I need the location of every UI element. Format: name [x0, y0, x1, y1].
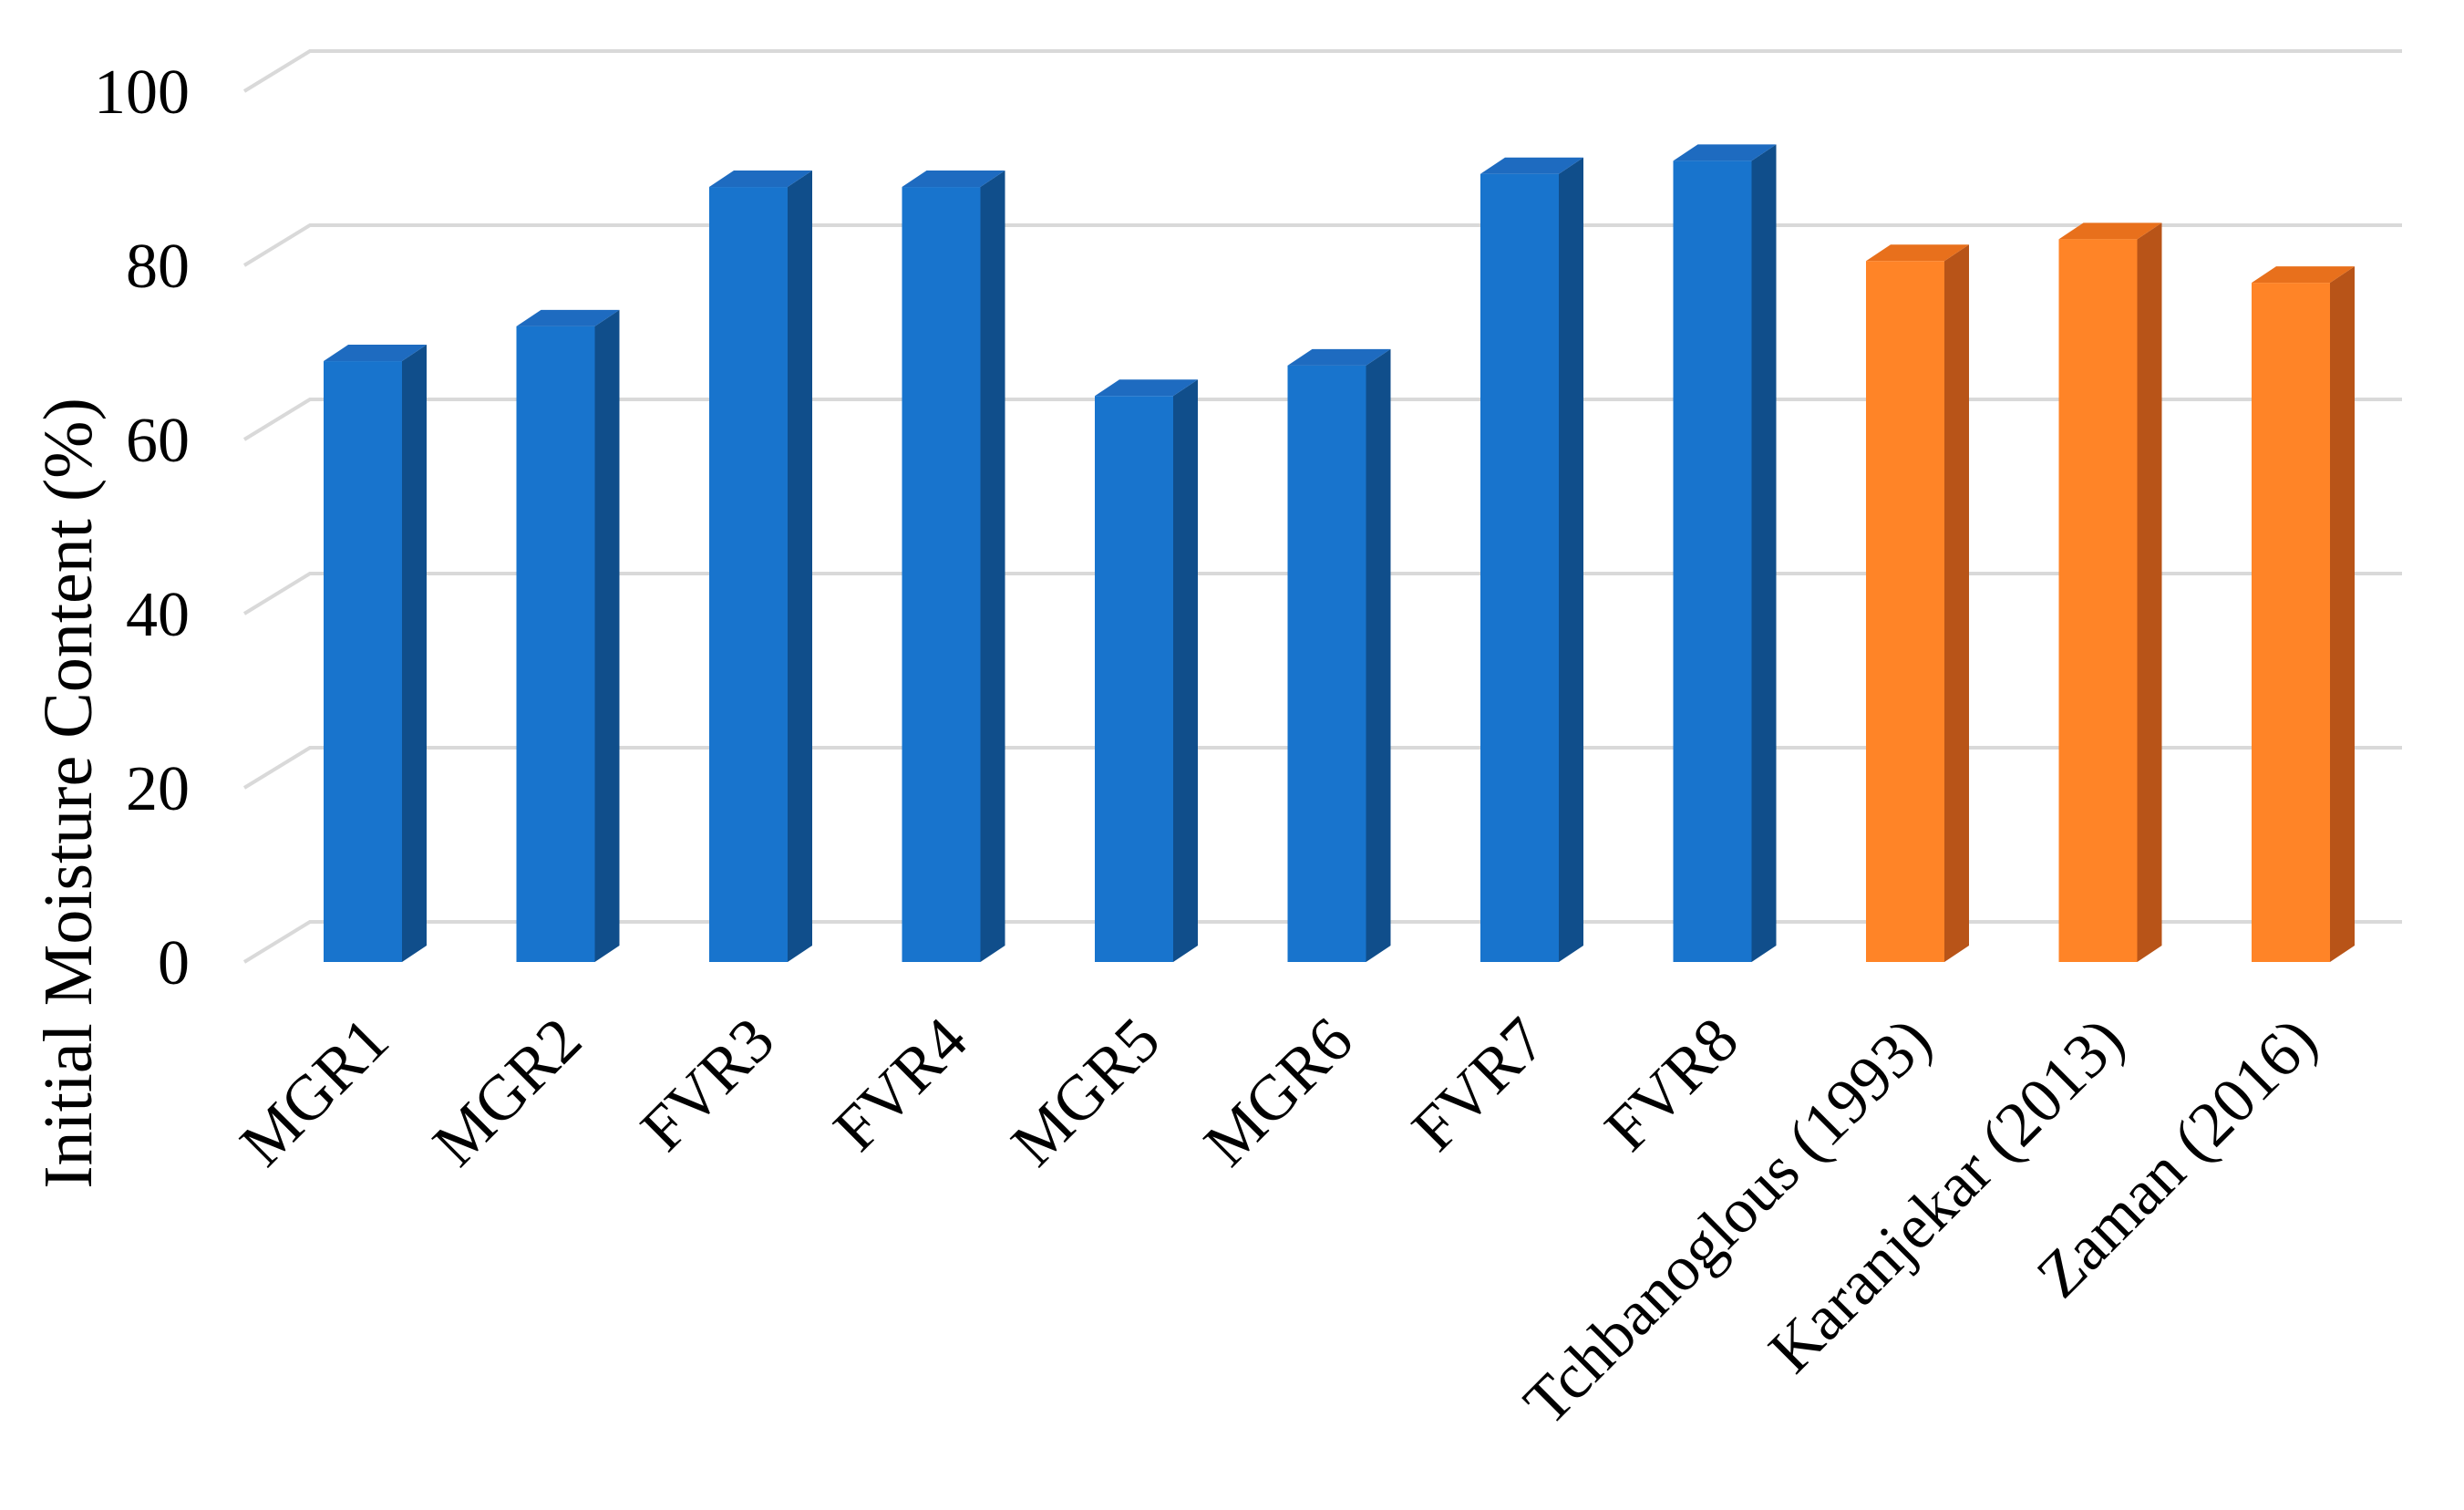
bar-front-face — [902, 187, 981, 963]
bar-side-face — [980, 171, 1005, 963]
y-tick-label: 20 — [126, 754, 190, 824]
x-tick-label: MGR2 — [420, 1005, 595, 1180]
bar — [1480, 157, 1583, 963]
x-tick-label: Karanjekar (2013) — [1756, 1005, 2138, 1387]
y-tick-label: 40 — [126, 580, 190, 650]
bar-side-face — [1559, 157, 1583, 963]
bar-top-face — [902, 171, 1005, 188]
bar-front-face — [2252, 283, 2330, 963]
bar — [2252, 266, 2355, 963]
x-tick-label: FVR8 — [1592, 1005, 1751, 1164]
x-tick-label: FVR7 — [1399, 1005, 1559, 1164]
bar-top-face — [2058, 222, 2162, 240]
bar — [516, 309, 620, 963]
bar-side-face — [2137, 222, 2162, 963]
y-tick-label: 80 — [126, 232, 190, 302]
bar-side-face — [1366, 348, 1391, 962]
bar-top-face — [2252, 266, 2355, 284]
bar-side-face — [1173, 379, 1198, 962]
bar-side-face — [788, 171, 812, 963]
y-tick-label: 0 — [158, 928, 190, 998]
bar — [1095, 379, 1198, 962]
x-tick-label: FVR3 — [628, 1005, 788, 1164]
bar — [709, 171, 812, 963]
bar-top-face — [1673, 144, 1777, 161]
x-tick-label: MGR6 — [1191, 1005, 1366, 1180]
bar — [902, 171, 1005, 963]
bar-side-face — [402, 345, 427, 962]
bar-front-face — [1866, 261, 1944, 963]
x-tick-label: FVR4 — [820, 1005, 980, 1164]
bar — [324, 345, 427, 962]
bar-front-face — [1480, 173, 1559, 963]
bar-top-face — [516, 309, 620, 326]
bar-front-face — [324, 361, 402, 962]
bar — [1287, 348, 1391, 962]
bar-top-face — [1480, 157, 1583, 174]
x-tick-label: MGR5 — [998, 1005, 1173, 1180]
bar-top-face — [324, 345, 427, 362]
bar-front-face — [516, 326, 595, 963]
bar-front-face — [1287, 365, 1366, 962]
bar-side-face — [1751, 144, 1777, 962]
bars — [324, 144, 2355, 963]
bar-side-face — [2330, 266, 2355, 963]
bar-front-face — [1095, 396, 1173, 962]
y-tick-label: 100 — [94, 57, 190, 128]
bar-top-face — [1866, 244, 1969, 262]
bar-front-face — [709, 187, 788, 963]
bar-top-face — [1287, 348, 1391, 366]
bar-top-face — [1095, 379, 1198, 397]
bar-side-face — [594, 309, 620, 963]
x-axis-labels: MGR1 MGR2 FVR3 FVR4 MGR5 MGR6 FVR7 FVR8Tchbanog… — [227, 1005, 2330, 1439]
bar — [1673, 144, 1777, 962]
bar-top-face — [709, 171, 812, 188]
bar-front-face — [1673, 160, 1752, 962]
bar — [2058, 222, 2162, 963]
y-tick-label: 60 — [126, 406, 190, 476]
bar-side-face — [1944, 244, 1969, 963]
bar — [1866, 244, 1969, 963]
bar-front-face — [2058, 239, 2138, 963]
gridline — [242, 49, 2402, 93]
y-axis-ticks: 0 20 40 60 80 100 — [94, 57, 190, 998]
x-tick-label: MGR1 — [227, 1005, 402, 1180]
y-axis-title: Initial Moisture Content (%) — [30, 398, 107, 1189]
